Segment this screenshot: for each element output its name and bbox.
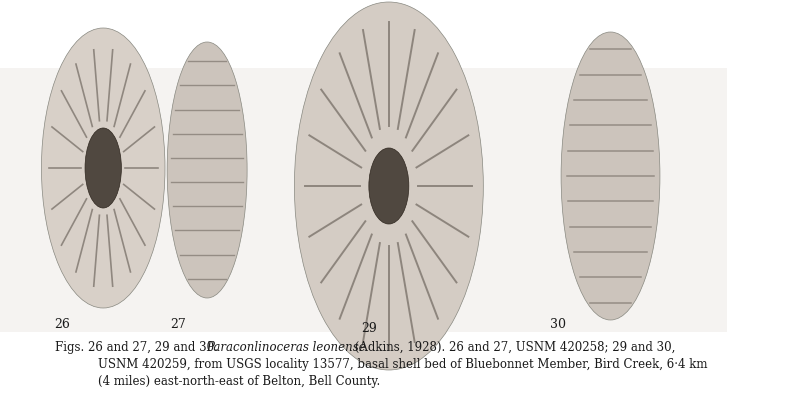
Text: 29: 29 [362,322,377,335]
Text: USNM 420259, from USGS locality 13577, basal shell bed of Bluebonnet Member, Bir: USNM 420259, from USGS locality 13577, b… [98,358,708,371]
Text: 30: 30 [550,318,566,331]
Text: 27: 27 [170,318,186,331]
Ellipse shape [561,32,660,320]
Text: (4 miles) east-north-east of Belton, Bell County.: (4 miles) east-north-east of Belton, Bel… [98,375,380,388]
Text: Paraconlinoceras leonense: Paraconlinoceras leonense [206,341,366,354]
Ellipse shape [369,148,409,224]
Text: (Adkins, 1928). 26 and 27, USNM 420258; 29 and 30,: (Adkins, 1928). 26 and 27, USNM 420258; … [351,341,675,354]
Ellipse shape [167,42,247,298]
Text: Figs. 26 and 27, 29 and 30.: Figs. 26 and 27, 29 and 30. [54,341,221,354]
Text: 26: 26 [54,318,70,331]
Ellipse shape [85,128,122,208]
Ellipse shape [294,2,483,370]
FancyBboxPatch shape [0,68,726,332]
Ellipse shape [42,28,165,308]
